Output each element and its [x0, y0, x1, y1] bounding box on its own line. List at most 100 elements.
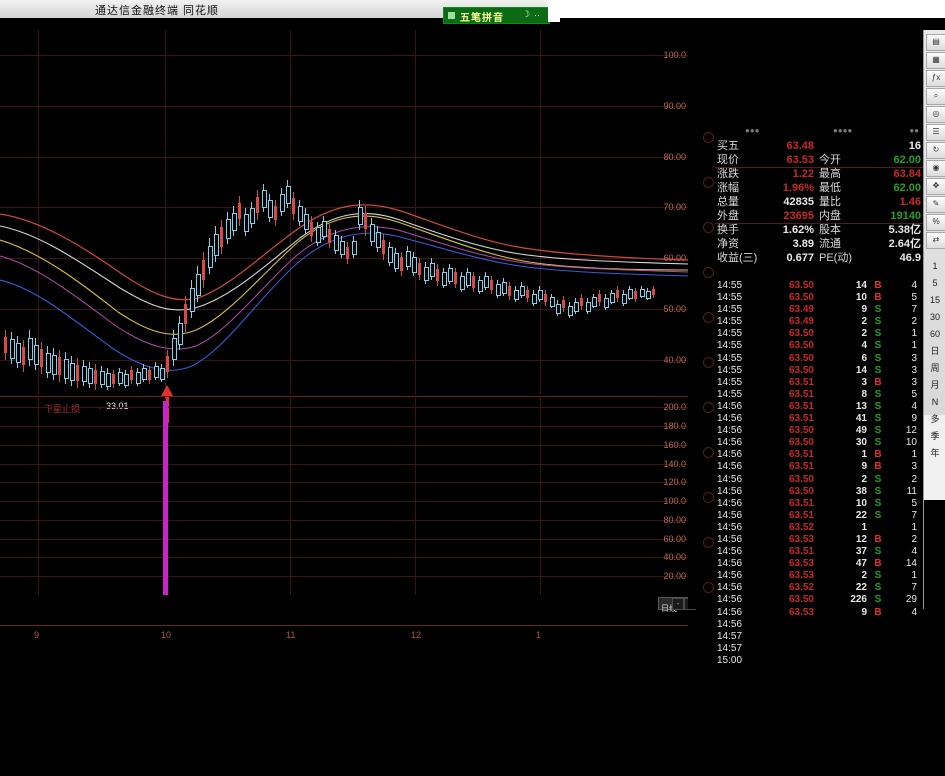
magnify-icon[interactable]: ⌕: [926, 88, 945, 105]
tick-row[interactable]: 14:56 63.53 9 B 4: [715, 607, 923, 619]
tick-row[interactable]: 14:56 63.50 49 S 12: [715, 425, 923, 437]
price-vertical-gridline: [415, 30, 416, 395]
tick-row[interactable]: 14:56 63.50 38 S 11: [715, 486, 923, 498]
candle-body: [562, 299, 565, 309]
indicator-icon[interactable]: ▦: [926, 52, 945, 69]
tick-row[interactable]: 14:56 63.50 226 S 29: [715, 594, 923, 606]
rail-marker-icon: [703, 132, 714, 143]
fx-icon[interactable]: ƒx: [926, 70, 945, 87]
tick-price: 63.50: [788, 352, 814, 364]
tick-row[interactable]: 14:55 63.50 4 S 1: [715, 340, 923, 352]
period-button-N[interactable]: N: [931, 397, 939, 407]
tick-row[interactable]: 14:56 63.51 9 B 3: [715, 461, 923, 473]
period-button-30[interactable]: 30: [929, 312, 940, 322]
tick-row[interactable]: 14:56 63.51 10 S 5: [715, 498, 923, 510]
rail-marker-icon: [703, 267, 714, 278]
period-button-多[interactable]: 多: [930, 414, 940, 424]
quote-label: 涨幅: [717, 182, 739, 194]
volume-axis-label: 20.00: [663, 571, 686, 582]
period-button-5[interactable]: 5: [932, 278, 938, 288]
tick-row[interactable]: 14:55 63.50 2 S 1: [715, 328, 923, 340]
candle-body: [412, 257, 417, 273]
chart-icon[interactable]: ▤: [926, 34, 945, 51]
annotation-stoploss-value: ←33.01: [97, 401, 129, 411]
tick-row[interactable]: 14:55 63.51 3 B 3: [715, 377, 923, 389]
quote-value: 23695: [783, 210, 814, 222]
quote-value-2: 5.38亿: [888, 224, 921, 236]
right-toolbar[interactable]: ▤ ▦ ƒx ⌕ ◎ ☰ ↻ ◉ ✥ ✎% ⇄ 1 5 15 30 60 日周月 N 多季年: [923, 30, 945, 609]
tick-row[interactable]: 14:56 63.51 41 S 9: [715, 413, 923, 425]
tick-time: 14:56: [717, 425, 743, 437]
candle-body: [490, 279, 493, 291]
tick-row[interactable]: 14:56 63.52 22 S 7: [715, 582, 923, 594]
pencil-icon[interactable]: ✎: [926, 196, 945, 213]
candle-body: [340, 240, 345, 256]
period-button-日[interactable]: 日: [930, 346, 940, 356]
tick-list[interactable]: 14:55 63.50 14 B 4 14:55 63.50 10 B 5 14:55 63.49 9 S…: [715, 280, 923, 667]
volume-gridline: [0, 426, 688, 428]
target-icon[interactable]: ◎: [926, 106, 945, 123]
tick-row[interactable]: 14:55 63.49 2 S 2: [715, 316, 923, 328]
tick-row[interactable]: 14:55 63.49 9 S 7: [715, 304, 923, 316]
chart-divider: [0, 396, 688, 397]
tick-direction: B: [874, 533, 882, 545]
candle-body: [286, 186, 291, 204]
candle-body: [418, 262, 421, 276]
volume-chart[interactable]: 200.0 180.0 160.0 140.0 120.0 100.0 80.00 60.00…: [0, 398, 688, 595]
tick-row[interactable]: 14:55 63.51 8 S 5: [715, 389, 923, 401]
tick-direction: S: [874, 352, 882, 364]
tick-row[interactable]: 14:56 63.50 30 S 10: [715, 437, 923, 449]
candle-body: [142, 367, 147, 381]
price-axis-label: 80.00: [663, 151, 686, 162]
volume-axis-label: 60.00: [663, 533, 686, 544]
move-icon[interactable]: ✥: [926, 178, 945, 195]
tick-row[interactable]: 14:56 63.51 13 S 4: [715, 401, 923, 413]
refresh-icon[interactable]: ↻: [926, 142, 945, 159]
price-chart[interactable]: 下星止损 ←33.01 100.0 90.00 80.00 70.00 60.00 50.…: [0, 30, 688, 423]
tick-row[interactable]: 14:55 63.50 14 B 4: [715, 280, 923, 292]
tick-row[interactable]: 14:56 63.53 12 B 2: [715, 534, 923, 546]
compare-icon[interactable]: ⇄: [926, 232, 945, 249]
tick-row[interactable]: 14:56 63.53 47 B 14: [715, 558, 923, 570]
period-button-60[interactable]: 60: [929, 329, 940, 339]
percent-icon[interactable]: %: [926, 214, 945, 231]
list-icon[interactable]: ☰: [926, 124, 945, 141]
tick-row[interactable]: 14:55 63.50 10 B 5: [715, 292, 923, 304]
tick-row[interactable]: 14:57: [715, 643, 923, 655]
tick-row[interactable]: 14:56 63.50 2 S 2: [715, 474, 923, 486]
ime-options-icon[interactable]: ··: [534, 10, 540, 20]
palette-icon[interactable]: ◉: [926, 160, 945, 177]
tick-direction: S: [874, 364, 882, 376]
candle-body: [64, 359, 69, 379]
period-button-1[interactable]: 1: [932, 261, 938, 271]
chart-canvas[interactable]: 下星止损 ←33.01 100.0 90.00 80.00 70.00 60.00 50.…: [0, 30, 688, 640]
quote-table: ●●● ●●●● ●● 买五 63.48 16 现价 63.53 今开 62.00 涨跌…: [715, 126, 923, 265]
period-button-月[interactable]: 月: [930, 380, 940, 390]
period-button-15[interactable]: 15: [929, 295, 940, 305]
tick-row[interactable]: 14:56 63.51 37 S 4: [715, 546, 923, 558]
tick-row[interactable]: 14:56 63.52 1 1: [715, 522, 923, 534]
tick-price: 63.51: [788, 449, 814, 461]
tick-row[interactable]: 14:56 63.51 22 S 7: [715, 510, 923, 522]
tick-row[interactable]: 14:57: [715, 631, 923, 643]
tick-count: 1: [911, 570, 917, 582]
tick-row[interactable]: 14:55 63.50 6 S 3: [715, 353, 923, 365]
candle-body: [172, 337, 177, 361]
tick-row[interactable]: 14:56 63.53 2 S 1: [715, 570, 923, 582]
candle-body: [316, 227, 321, 243]
tick-row[interactable]: 14:55 63.50 14 S 3: [715, 365, 923, 377]
bid5-label: 买五: [717, 140, 739, 152]
tick-row[interactable]: 14:56 63.51 1 B 1: [715, 449, 923, 461]
volume-signal-bar: [163, 401, 168, 595]
tick-price: 63.51: [788, 461, 814, 473]
candle-body: [250, 207, 255, 225]
period-button-年[interactable]: 年: [930, 448, 940, 458]
moon-icon[interactable]: ☽: [522, 9, 531, 19]
period-button-季[interactable]: 季: [930, 431, 940, 441]
tick-row[interactable]: 14:56: [715, 619, 923, 631]
period-button-周[interactable]: 周: [930, 363, 940, 373]
tick-row[interactable]: 15:00: [715, 655, 923, 667]
ime-bar[interactable]: 五笔拼音 ☽ ··: [443, 7, 550, 24]
rail-marker-icon: [703, 402, 714, 413]
zoom-out-button[interactable]: -: [672, 598, 684, 610]
